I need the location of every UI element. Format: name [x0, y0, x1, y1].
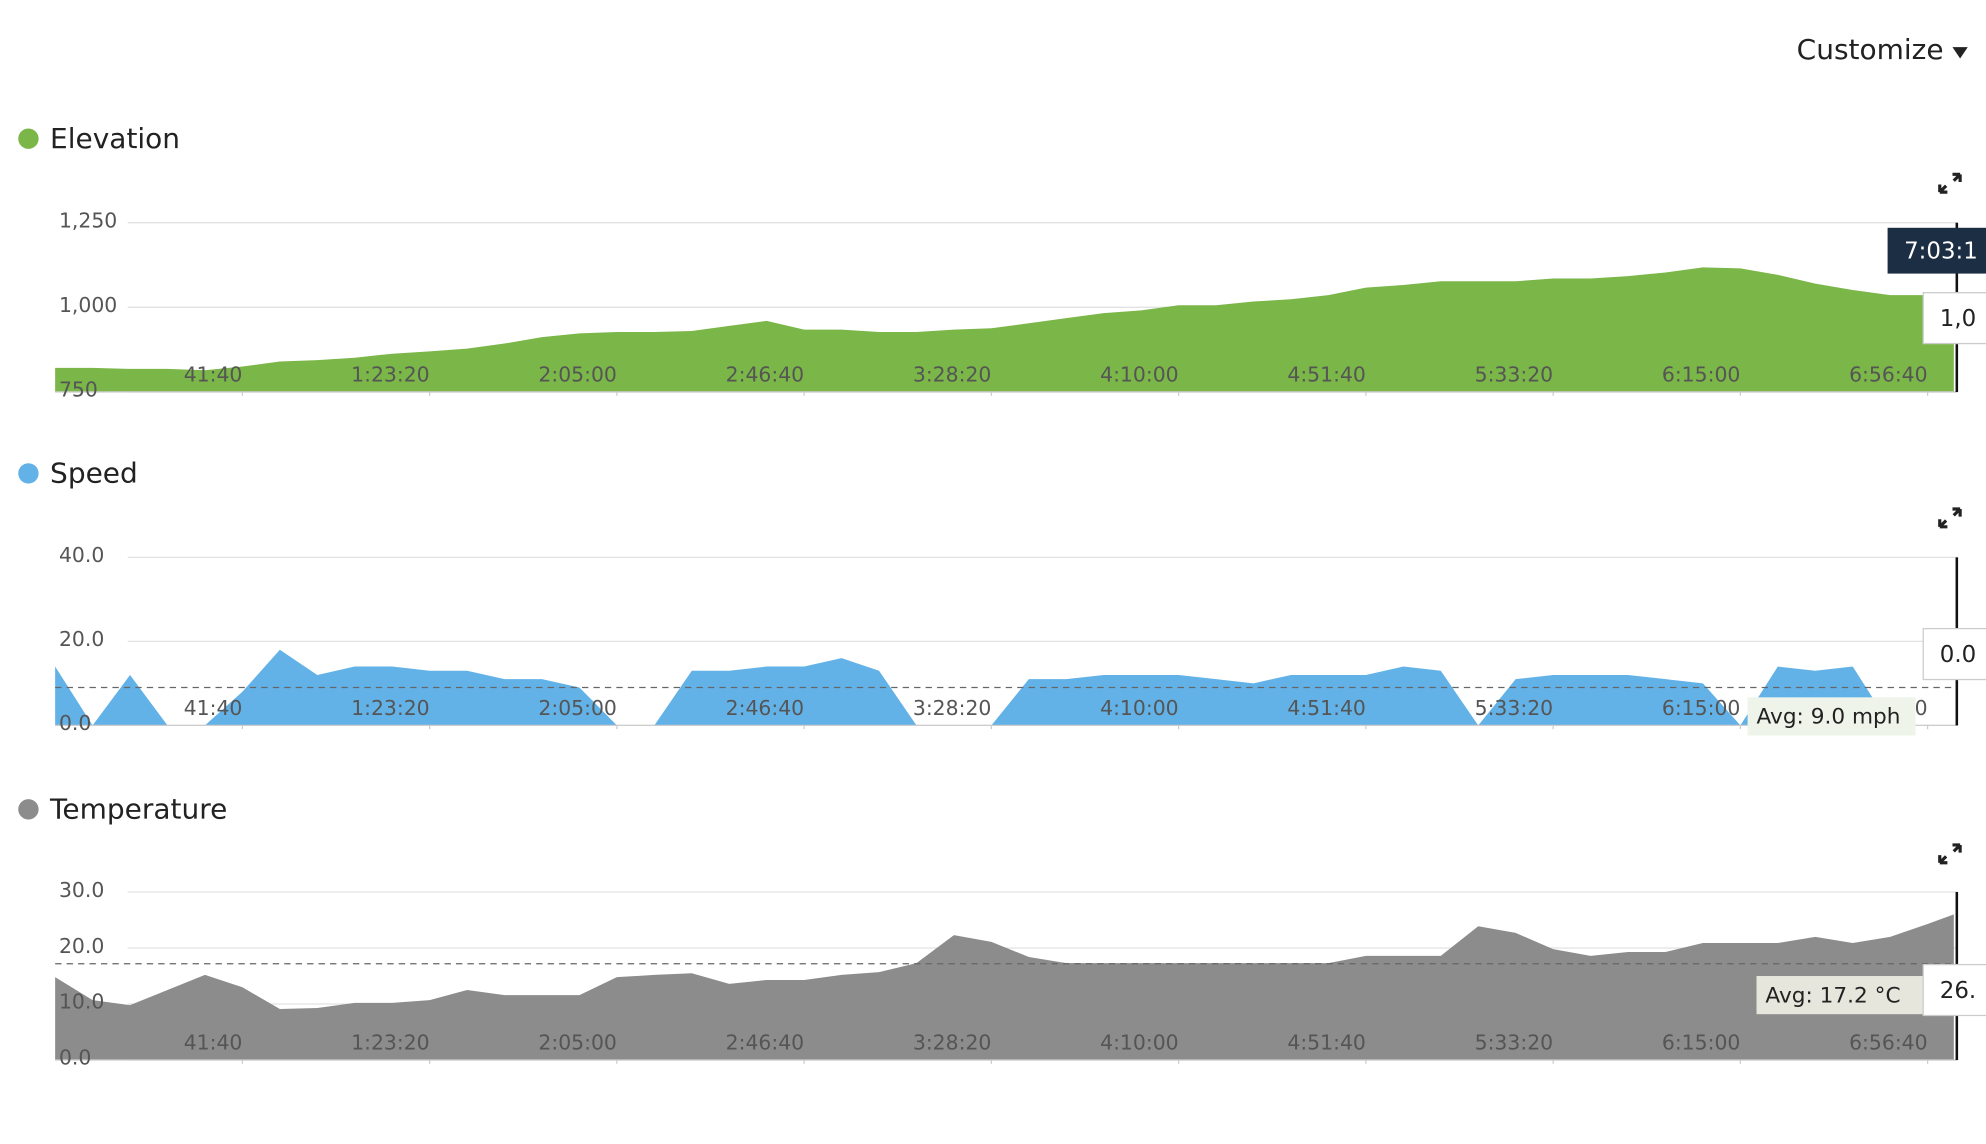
- y-tick-label: 1,250: [59, 208, 117, 232]
- x-tick-label: 4:51:40: [1287, 696, 1366, 720]
- x-tick-label: 4:51:40: [1287, 1030, 1366, 1054]
- area: [55, 649, 1954, 726]
- x-tick-label: 41:40: [184, 696, 243, 720]
- legend-dot: [18, 799, 39, 820]
- x-tick-label: 3:28:20: [913, 696, 992, 720]
- x-tick-label: 1:23:20: [351, 362, 430, 386]
- expand-icon[interactable]: [1938, 507, 1962, 529]
- y-tick-label: 20.0: [59, 627, 104, 651]
- avg-label: Avg: 9.0 mph: [1757, 705, 1901, 730]
- y-tick-label: 30.0: [59, 878, 104, 902]
- avg-label: Avg: 17.2 °C: [1765, 983, 1900, 1008]
- x-tick-label: 6:56:40: [1849, 1030, 1928, 1054]
- expand-icon[interactable]: [1938, 172, 1962, 194]
- expand-icon[interactable]: [1938, 843, 1962, 865]
- chart-title: Elevation: [50, 122, 180, 155]
- avg-label-box: [1747, 697, 1916, 736]
- x-tick-label: 4:10:00: [1100, 1030, 1179, 1054]
- x-tick-label: 5:33:20: [1475, 362, 1554, 386]
- tooltip-box: [1922, 963, 1986, 1017]
- chart-title: Temperature: [49, 793, 227, 826]
- y-tick-label: 40.0: [59, 543, 104, 567]
- legend-dot: [18, 463, 39, 484]
- area: [55, 914, 1954, 1061]
- x-tick-label: 3:28:20: [913, 1030, 992, 1054]
- tooltip-value: 1,0: [1940, 306, 1976, 332]
- x-tick-label: 5:33:20: [1475, 696, 1554, 720]
- y-tick-label: 750: [59, 378, 98, 402]
- x-tick-label: 4:10:00: [1100, 362, 1179, 386]
- x-tick-label: 41:40: [184, 1030, 243, 1054]
- y-tick-label: 0.0: [59, 711, 91, 735]
- x-tick-label: 1:23:20: [351, 696, 430, 720]
- x-tick-label: 2:05:00: [538, 696, 617, 720]
- area: [55, 267, 1954, 392]
- y-tick-label: 20.0: [59, 934, 104, 958]
- x-tick-label: 4:10:00: [1100, 696, 1179, 720]
- cursor-time-box: [1887, 227, 1986, 274]
- x-tick-label: 6:15:00: [1662, 696, 1741, 720]
- x-tick-label: 6:15:00: [1662, 1030, 1741, 1054]
- tooltip-box: [1922, 627, 1986, 681]
- y-tick-label: 1,000: [59, 293, 117, 317]
- cursor-time: 7:03:1: [1904, 238, 1978, 264]
- x-tick-label: 2:05:00: [538, 362, 617, 386]
- x-tick-label: 2:46:40: [726, 362, 804, 386]
- x-tick-label: 5:33:20: [1475, 1030, 1554, 1054]
- x-tick-label: 6:56:40: [1849, 362, 1928, 386]
- x-tick-label: 41:40: [184, 362, 243, 386]
- x-tick-label: 2:46:40: [726, 696, 804, 720]
- x-tick-label: 1:23:20: [351, 1030, 430, 1054]
- dropdown-arrow[interactable]: [1952, 47, 1968, 59]
- tooltip-value: 26.: [1940, 978, 1976, 1004]
- x-tick-label: 4:51:40: [1287, 362, 1366, 386]
- chart-title: Speed: [50, 457, 138, 490]
- legend-dot: [18, 128, 39, 149]
- x-tick-label: 6:15:00: [1662, 362, 1741, 386]
- x-tick-label: 2:46:40: [726, 1030, 804, 1054]
- customize-button[interactable]: Customize: [1797, 33, 1944, 66]
- y-tick-label: 10.0: [59, 990, 104, 1014]
- x-tick-label: 2:05:00: [538, 1030, 617, 1054]
- y-tick-label: 0.0: [59, 1046, 91, 1070]
- tooltip-box: [1922, 292, 1986, 345]
- x-tick-label: 3:28:20: [913, 362, 992, 386]
- tooltip-value: 0.0: [1940, 642, 1976, 668]
- avg-label-box: [1756, 976, 1925, 1015]
